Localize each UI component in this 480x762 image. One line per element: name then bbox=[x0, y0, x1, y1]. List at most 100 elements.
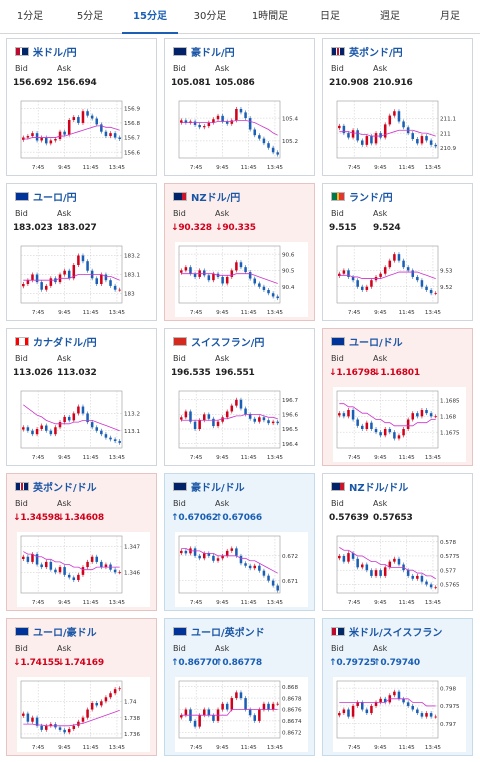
y-tick-label: 90.5 bbox=[282, 269, 295, 275]
rate-card[interactable]: 豪ドル/円 Bid Ask 105.081 105.086 105.4 105.2 7:45 9… bbox=[164, 38, 315, 176]
price-chart[interactable]: 0.578 0.5775 0.577 0.5765 7:45 9:45 11:45 13:45 bbox=[333, 532, 466, 607]
candle-body bbox=[235, 399, 238, 406]
currency-pair-name[interactable]: スイスフラン/円 bbox=[191, 338, 265, 349]
bid-value: 9.515 bbox=[329, 223, 357, 233]
candle-body bbox=[118, 688, 121, 690]
currency-pair-name[interactable]: NZドル/円 bbox=[191, 193, 241, 204]
x-tick-label: 7:45 bbox=[190, 455, 203, 461]
candle-body bbox=[230, 405, 234, 412]
candle-body bbox=[207, 122, 211, 127]
candlestick-chart: 156.9 156.8 156.7 156.6 7:45 9:45 11:45 13:45 bbox=[17, 97, 150, 172]
price-chart[interactable]: 196.7 196.6 196.5 196.4 7:45 9:45 11:45 13:45 bbox=[175, 387, 308, 462]
candle-body bbox=[180, 120, 183, 123]
candle-body bbox=[360, 286, 364, 290]
price-chart[interactable]: 1.347 1.346 7:45 9:45 11:45 13:45 bbox=[17, 532, 150, 607]
price-chart[interactable]: 1.74 1.738 1.736 7:45 9:45 11:45 13:45 bbox=[17, 677, 150, 752]
x-tick-label: 7:45 bbox=[190, 310, 203, 316]
currency-pair-name[interactable]: NZドル/ドル bbox=[349, 483, 409, 494]
bid-label: Bid bbox=[15, 354, 28, 363]
tab-6[interactable]: 日足 bbox=[320, 11, 340, 22]
candle-body bbox=[258, 135, 261, 139]
rate-card[interactable]: ユーロ/英ポンド Bid Ask ↑0.86770 ↑0.86778 0.868 0.867… bbox=[164, 618, 315, 756]
tab-5[interactable]: 1時間足 bbox=[251, 11, 289, 22]
candle-body bbox=[393, 691, 396, 696]
candle-body bbox=[35, 554, 39, 565]
currency-pair-name[interactable]: ユーロ/ドル bbox=[349, 338, 403, 349]
rate-card[interactable]: ユーロ/円 Bid Ask 183.023 183.027 183.2 183.1 183 7:… bbox=[6, 183, 157, 321]
candle-body bbox=[425, 713, 428, 717]
currency-pair-name[interactable]: 豪ドル/ドル bbox=[191, 483, 245, 494]
candle-body bbox=[276, 585, 279, 591]
rate-card[interactable]: NZドル/円 Bid Ask ↓90.328 ↓90.335 90.6 90.5 90.4 7:… bbox=[164, 183, 315, 321]
tab-2[interactable]: 5分足 bbox=[76, 11, 104, 22]
candle-body bbox=[113, 439, 117, 442]
candle-body bbox=[22, 284, 25, 287]
candle-body bbox=[193, 121, 197, 125]
uk-flag-icon bbox=[331, 47, 345, 56]
x-tick-label: 11:45 bbox=[241, 455, 258, 461]
currency-pair-name[interactable]: 英ポンド/ドル bbox=[33, 483, 97, 494]
candle-body bbox=[244, 267, 247, 273]
currency-pair-name[interactable]: 米ドル/スイスフラン bbox=[349, 628, 443, 639]
price-chart[interactable]: 156.9 156.8 156.7 156.6 7:45 9:45 11:45 13:45 bbox=[17, 97, 150, 172]
candle-body bbox=[81, 406, 85, 414]
candle-body bbox=[351, 553, 355, 559]
candle-body bbox=[77, 574, 80, 581]
ask-value: 0.57653 bbox=[373, 513, 413, 523]
candle-body bbox=[347, 270, 350, 277]
currency-pair-name[interactable]: ユーロ/円 bbox=[33, 193, 77, 204]
tab-8[interactable]: 月足 bbox=[440, 11, 460, 22]
eu-flag-icon bbox=[331, 337, 345, 346]
rate-card[interactable]: 米ドル/円 Bid Ask 156.692 156.694 156.9 156.8 156.7… bbox=[6, 38, 157, 176]
bid-label: Bid bbox=[15, 209, 28, 218]
price-chart[interactable]: 183.2 183.1 183 7:45 9:45 11:45 13:45 bbox=[17, 242, 150, 317]
candle-body bbox=[22, 137, 25, 140]
tab-1[interactable]: 1分足 bbox=[16, 11, 44, 22]
currency-pair-name[interactable]: ユーロ/英ポンド bbox=[191, 628, 265, 639]
price-chart[interactable]: 0.798 0.7975 0.797 7:45 9:45 11:45 13:45 bbox=[333, 677, 466, 752]
currency-pair-name[interactable]: ランド/円 bbox=[349, 193, 393, 204]
price-chart[interactable]: 90.6 90.5 90.4 7:45 9:45 11:45 13:45 bbox=[175, 242, 308, 317]
candle-body bbox=[388, 561, 392, 568]
x-tick-label: 11:45 bbox=[241, 745, 258, 751]
rate-card[interactable]: 英ポンド/ドル Bid Ask ↓1.34598 ↓1.34608 1.347 1.346 7… bbox=[6, 473, 157, 611]
candle-body bbox=[429, 413, 433, 417]
tab-7[interactable]: 週足 bbox=[380, 11, 400, 22]
rate-card[interactable]: 英ポンド/円 Bid Ask 210.908 210.916 211.1 211 210.9 7… bbox=[322, 38, 473, 176]
tab-4[interactable]: 30分足 bbox=[193, 11, 227, 22]
rate-card[interactable]: ユーロ/ドル Bid Ask ↓1.16798 ↓1.16801 1.1685 1.168 1… bbox=[322, 328, 473, 466]
price-chart[interactable]: 0.868 0.8678 0.8676 0.8674 0.8672 7:45 9:45 11:… bbox=[175, 677, 308, 752]
candle-body bbox=[63, 567, 66, 575]
currency-pair-name[interactable]: カナダドル/円 bbox=[33, 338, 97, 349]
y-tick-label: 196.7 bbox=[282, 398, 298, 404]
candle-body bbox=[379, 273, 382, 277]
candle-body bbox=[271, 580, 275, 586]
currency-pair-name[interactable]: ユーロ/豪ドル bbox=[33, 628, 97, 639]
candle-body bbox=[26, 556, 30, 562]
rate-card[interactable]: ランド/円 Bid Ask 9.515 9.524 9.53 9.52 7:45 9:45 11:… bbox=[322, 183, 473, 321]
currency-pair-name[interactable]: 英ポンド/円 bbox=[349, 48, 403, 59]
rate-card[interactable]: 米ドル/スイスフラン Bid Ask ↑0.79725 ↑0.79740 0.798 0.7… bbox=[322, 618, 473, 756]
bid-label: Bid bbox=[331, 644, 344, 653]
bid-value: 210.908 bbox=[329, 78, 369, 88]
currency-pair-name[interactable]: 米ドル/円 bbox=[33, 48, 77, 59]
bid-value: 113.026 bbox=[13, 368, 53, 378]
rate-card[interactable]: スイスフラン/円 Bid Ask 196.535 196.551 196.7 196.6 19… bbox=[164, 328, 315, 466]
plot-frame bbox=[178, 245, 281, 304]
rate-card[interactable]: NZドル/ドル Bid Ask 0.57639 0.57653 0.578 0.5775 0.… bbox=[322, 473, 473, 611]
price-chart[interactable]: 9.53 9.52 7:45 9:45 11:45 13:45 bbox=[333, 242, 466, 317]
price-chart[interactable]: 211.1 211 210.9 7:45 9:45 11:45 13:45 bbox=[333, 97, 466, 172]
price-chart[interactable]: 113.2 113.1 7:45 9:45 11:45 13:45 bbox=[17, 387, 150, 462]
x-tick-label: 7:45 bbox=[190, 165, 203, 171]
price-chart[interactable]: 0.672 0.671 7:45 9:45 11:45 13:45 bbox=[175, 532, 308, 607]
price-chart[interactable]: 1.1685 1.168 1.1675 7:45 9:45 11:45 13:45 bbox=[333, 387, 466, 462]
rate-card[interactable]: カナダドル/円 Bid Ask 113.026 113.032 113.2 113.1 7:4… bbox=[6, 328, 157, 466]
currency-pair-name[interactable]: 豪ドル/円 bbox=[191, 48, 235, 59]
price-chart[interactable]: 105.4 105.2 7:45 9:45 11:45 13:45 bbox=[175, 97, 308, 172]
rate-card[interactable]: 豪ドル/ドル Bid Ask ↑0.67062 ↑0.67066 0.672 0.671 7:… bbox=[164, 473, 315, 611]
tab-3[interactable]: 15分足 bbox=[122, 0, 178, 34]
candle-body bbox=[207, 275, 211, 281]
rate-card[interactable]: ユーロ/豪ドル Bid Ask ↓1.74155 ↓1.74169 1.74 1.738 1.… bbox=[6, 618, 157, 756]
candle-body bbox=[253, 418, 257, 422]
candle-body bbox=[207, 709, 211, 716]
